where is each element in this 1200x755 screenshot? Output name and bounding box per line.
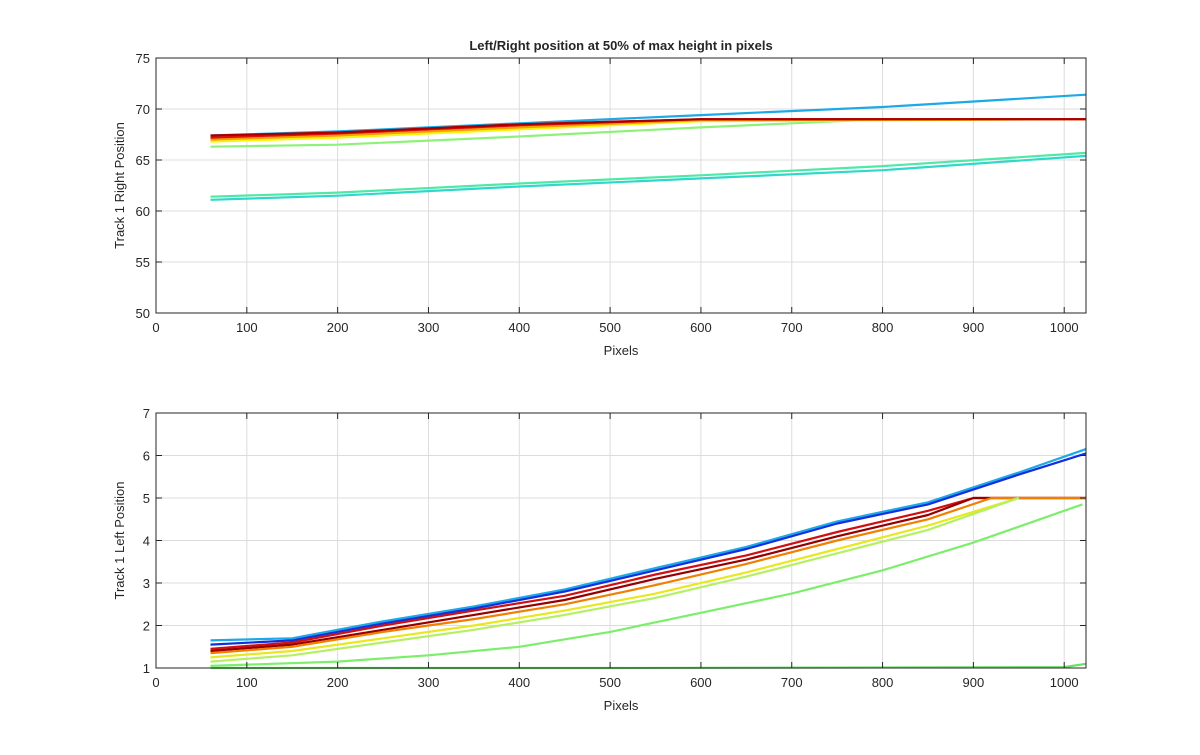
subplot-2 <box>155 412 1087 670</box>
x-tick-label: 700 <box>781 675 803 690</box>
y-tick-label: 3 <box>143 576 150 591</box>
x-tick-label: 800 <box>872 320 894 335</box>
series-line-3 <box>210 151 1087 198</box>
y-tick-label: 65 <box>136 153 150 168</box>
x-tick-label: 0 <box>152 320 159 335</box>
x-tick-label: 0 <box>152 675 159 690</box>
y-tick-label: 60 <box>136 204 150 219</box>
x-tick-label: 900 <box>963 675 985 690</box>
x-tick-label: 700 <box>781 320 803 335</box>
x-tick-label: 100 <box>236 675 258 690</box>
x-tick-label: 400 <box>508 675 530 690</box>
y-tick-label: 7 <box>143 406 150 421</box>
y-tick-label: 5 <box>143 491 150 506</box>
y-tick-label: 70 <box>136 102 150 117</box>
series-line-2 <box>210 154 1087 201</box>
x-tick-label: 500 <box>599 675 621 690</box>
series-line-2 <box>210 452 1087 646</box>
axes-box <box>155 57 1087 314</box>
x-tick-label: 900 <box>963 320 985 335</box>
x-axis-label: Pixels <box>604 343 639 358</box>
x-axis-label: Pixels <box>604 698 639 713</box>
y-tick-label: 4 <box>143 534 150 549</box>
x-tick-label: 1000 <box>1050 675 1079 690</box>
y-tick-label: 75 <box>136 51 150 66</box>
x-tick-label: 200 <box>327 675 349 690</box>
series-line-8 <box>210 503 1083 667</box>
series-group <box>210 93 1087 201</box>
series-line-5 <box>210 496 1086 655</box>
series-line-6 <box>210 496 1020 659</box>
x-tick-label: 800 <box>872 675 894 690</box>
x-tick-label: 200 <box>327 320 349 335</box>
y-tick-label: 55 <box>136 255 150 270</box>
x-tick-label: 400 <box>508 320 530 335</box>
series-line-1 <box>210 448 1087 642</box>
y-axis-label: Track 1 Right Position <box>112 122 127 249</box>
series-line-7 <box>210 496 1020 663</box>
y-tick-label: 50 <box>136 306 150 321</box>
series-line-4 <box>210 496 1086 653</box>
x-tick-label: 300 <box>418 675 440 690</box>
series-line-8 <box>210 118 1086 137</box>
y-tick-label: 1 <box>143 661 150 676</box>
x-tick-label: 100 <box>236 320 258 335</box>
plot-area <box>156 58 1086 313</box>
x-tick-label: 500 <box>599 320 621 335</box>
series-line-3 <box>210 496 1086 650</box>
x-tick-label: 600 <box>690 320 712 335</box>
subplot-1 <box>155 57 1087 314</box>
chart-title: Left/Right position at 50% of max height… <box>469 38 772 53</box>
y-tick-label: 2 <box>143 619 150 634</box>
x-tick-label: 300 <box>418 320 440 335</box>
y-axis-label: Track 1 Left Position <box>112 481 127 599</box>
x-tick-label: 600 <box>690 675 712 690</box>
y-tick-label: 6 <box>143 449 150 464</box>
x-tick-label: 1000 <box>1050 320 1079 335</box>
